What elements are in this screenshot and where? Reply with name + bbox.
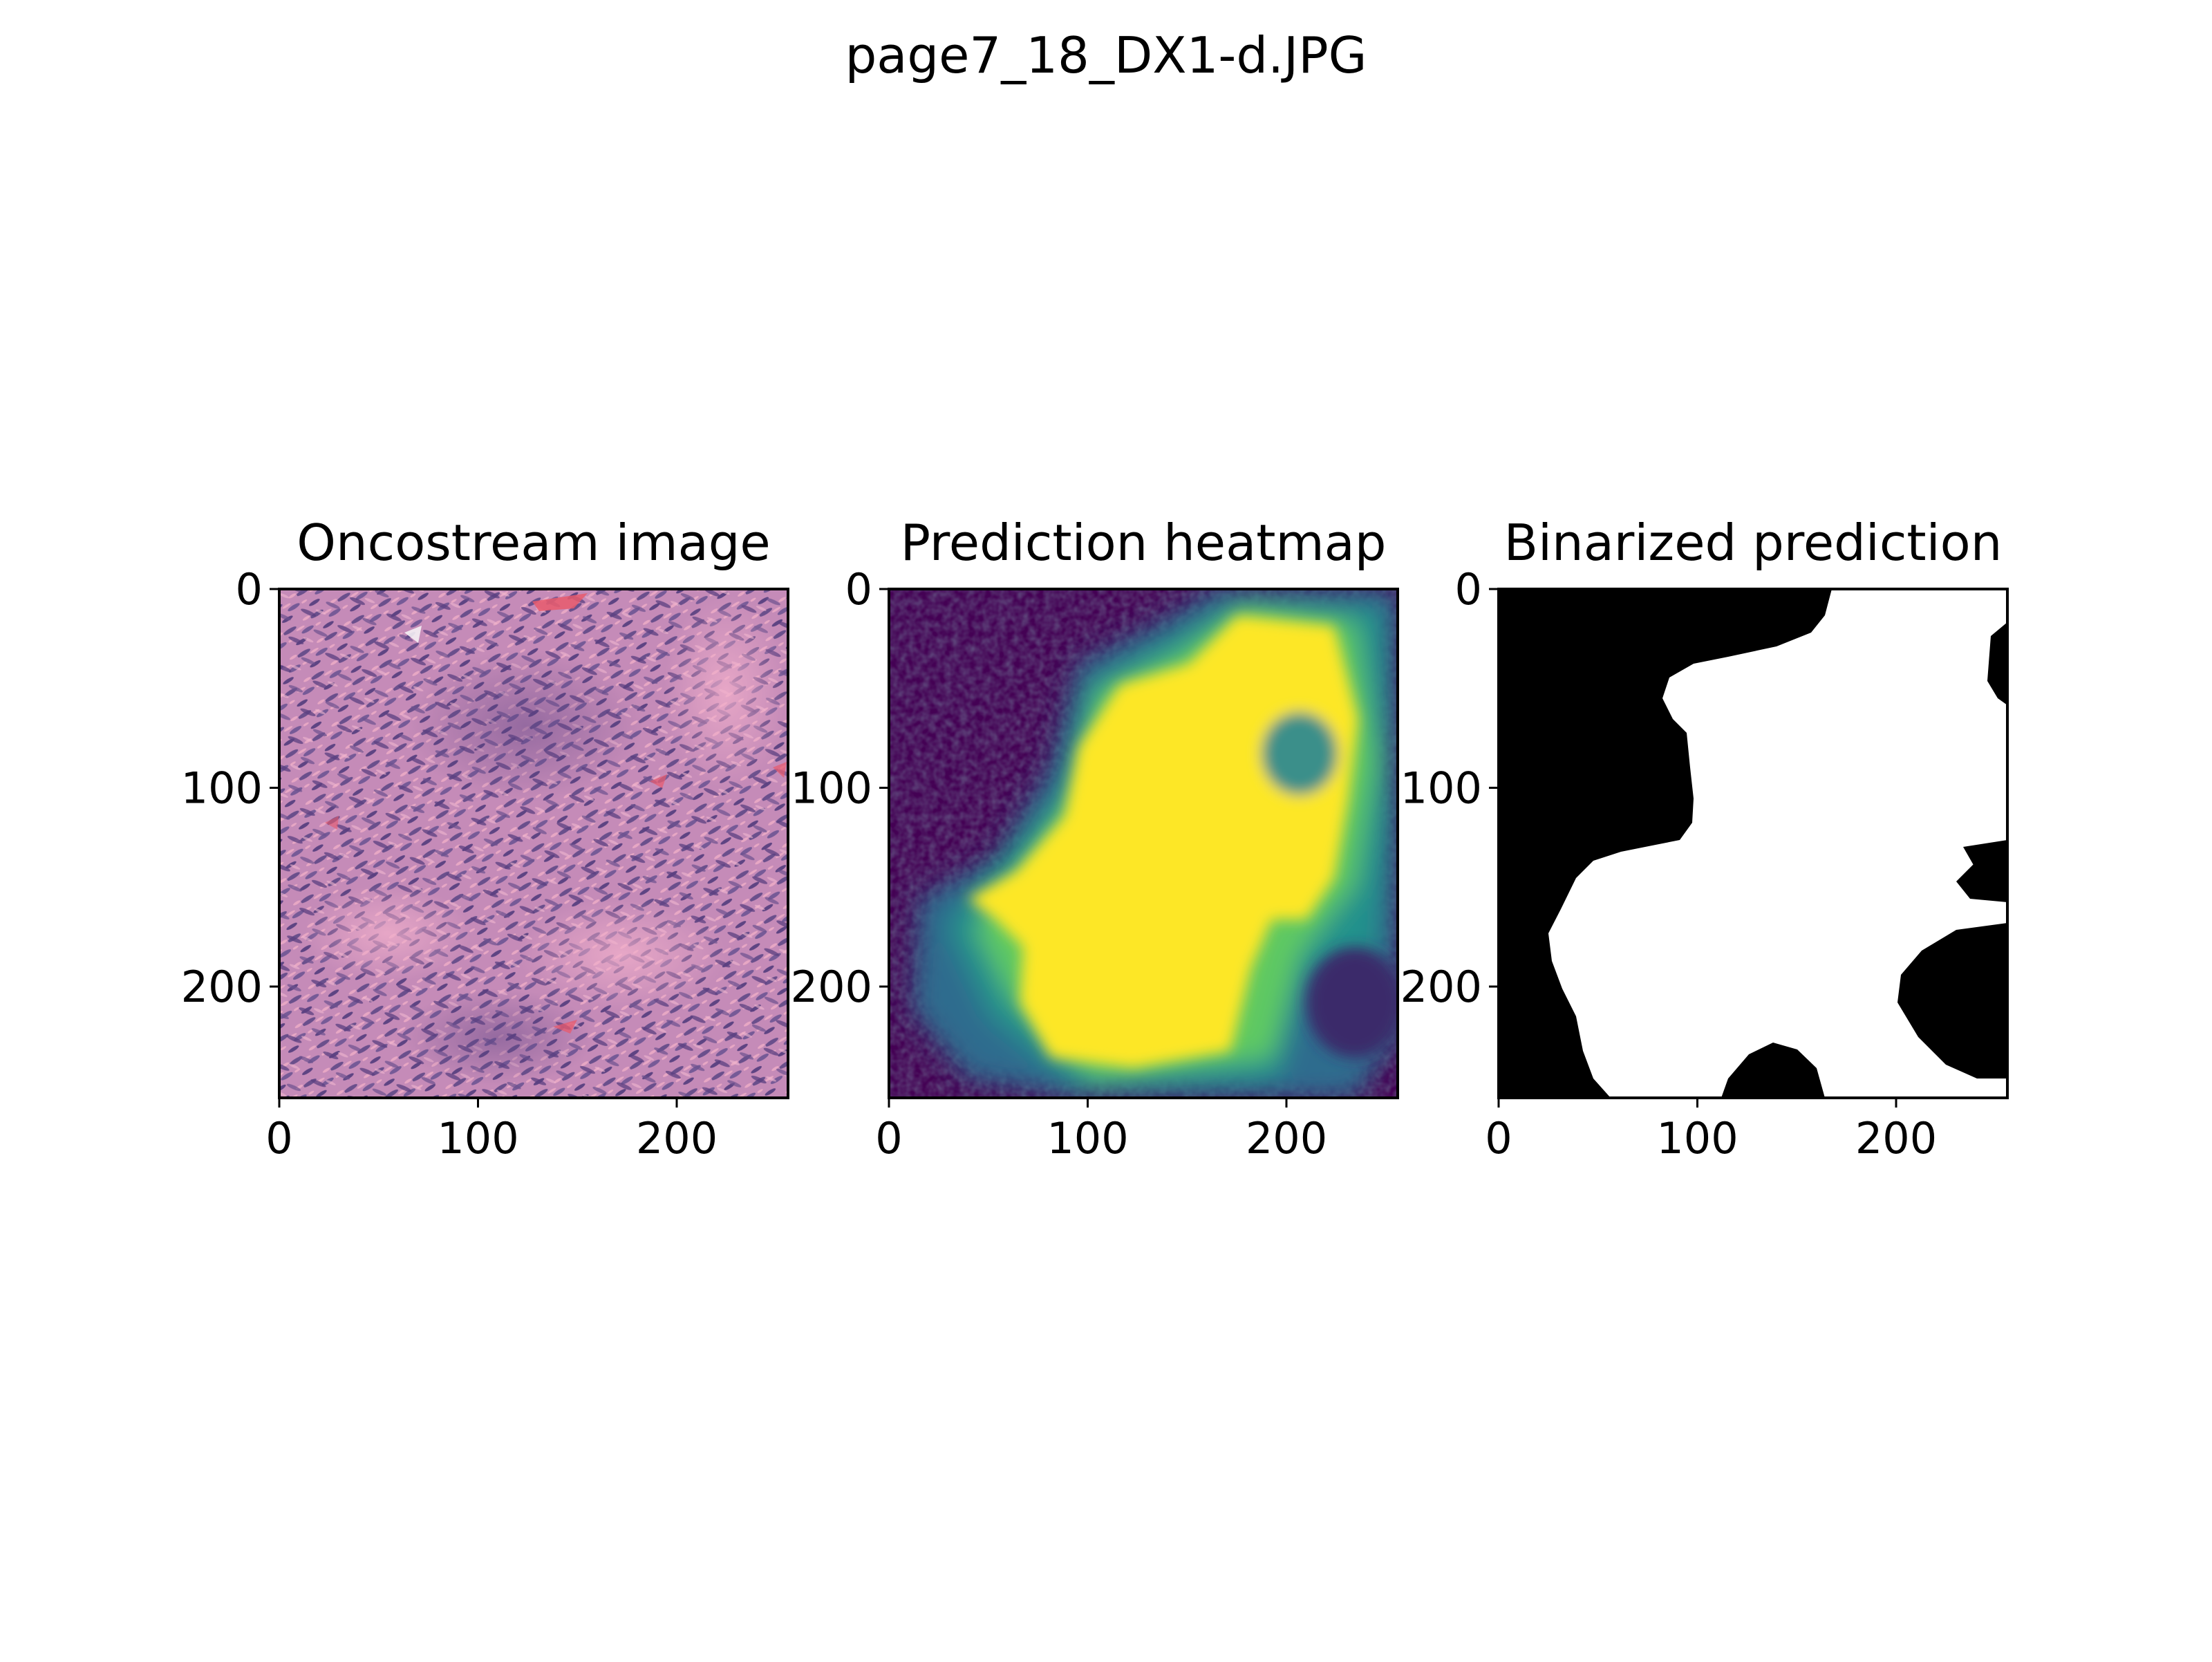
y-tick-label: 100 [791,763,872,814]
y-tick-label: 0 [1455,564,1482,615]
positive-region [1548,589,2007,1098]
tissue-image [279,589,788,1098]
panel-title: Binarized prediction [1504,514,2003,572]
x-tick-label: 200 [1855,1113,1937,1164]
y-tick-label: 200 [791,962,872,1012]
x-tick-label: 100 [1047,1113,1128,1164]
y-tick-label: 100 [1400,763,1482,814]
x-tick-label: 200 [1246,1113,1327,1164]
x-tick-label: 100 [1656,1113,1738,1164]
oncostream-image-panel: Oncostream image [278,514,789,1099]
x-tick-label: 200 [636,1113,718,1164]
binary-mask-image [1499,589,2007,1098]
y-tick-label: 0 [845,564,872,615]
x-tick-label: 0 [875,1113,902,1164]
y-tick-label: 0 [236,564,263,615]
figure-title: page7_18_DX1-d.JPG [845,26,1367,84]
heatmap-image [889,589,1398,1098]
y-tick-label: 100 [181,763,263,814]
y-tick-label: 200 [1400,962,1482,1012]
x-tick-label: 0 [265,1113,292,1164]
binarized-prediction-panel: Binarized prediction [1497,514,2009,1099]
x-tick-label: 100 [437,1113,518,1164]
axes-ticks: 0 100 200 0 100 200 0 100 200 0 100 200 0 100 200 0 100 2… [181,564,1938,1164]
prediction-heatmap-panel: Prediction heatmap [888,514,1399,1099]
panel-title: Oncostream image [297,514,770,572]
y-tick-label: 200 [181,962,263,1012]
panel-title: Prediction heatmap [901,514,1387,572]
x-tick-label: 0 [1485,1113,1512,1164]
